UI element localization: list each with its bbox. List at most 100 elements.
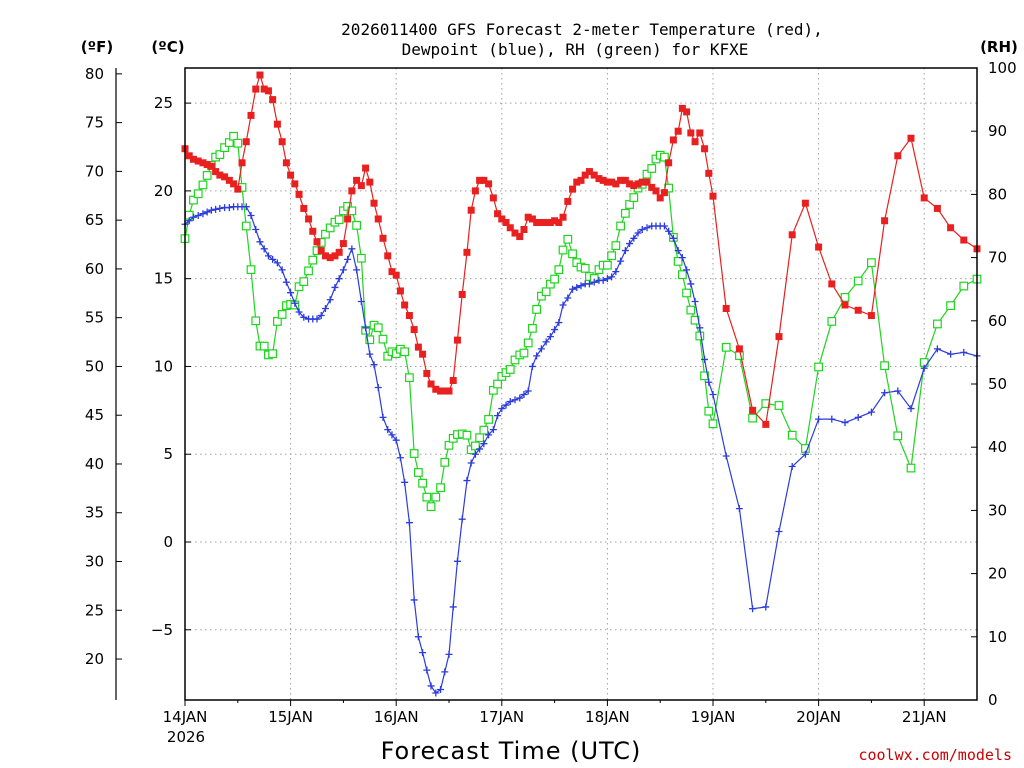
temperature-point	[648, 183, 656, 191]
temperature-point	[189, 155, 197, 163]
temperature-point	[216, 171, 224, 179]
temperature-point	[374, 215, 382, 223]
temperature-point	[665, 159, 673, 167]
temperature-point	[471, 187, 479, 195]
dewpoint-point	[348, 245, 356, 253]
temperature-point	[564, 197, 572, 205]
dewpoint-point	[353, 266, 361, 274]
dewpoint-point	[881, 389, 889, 397]
rh-point	[277, 310, 287, 319]
rh-point	[294, 282, 304, 292]
rh-point	[422, 492, 432, 502]
rh-point	[558, 245, 568, 255]
grid-lines	[185, 68, 977, 700]
dewpoint-point	[665, 227, 673, 235]
time-tick-label: 19JAN	[691, 708, 736, 726]
rh-point	[946, 301, 955, 311]
temperature-point	[551, 217, 559, 225]
dewpoint-point	[282, 278, 290, 286]
temperature-point	[498, 215, 506, 223]
rh-point	[440, 457, 450, 467]
temperature-point	[392, 271, 400, 279]
temperature-point	[603, 178, 611, 186]
celsius-tick-label: 5	[163, 445, 173, 463]
temperature-point	[309, 227, 317, 235]
rh-point	[761, 399, 771, 408]
temperature-point	[278, 138, 286, 146]
dewpoint-point	[335, 275, 343, 283]
dewpoint-point	[559, 301, 567, 309]
rh-point	[373, 323, 383, 333]
rh-point	[554, 265, 564, 275]
rh-tick-label: 90	[988, 122, 1007, 140]
rh-point	[259, 341, 269, 351]
time-tick-label: 20JAN	[796, 708, 841, 726]
dewpoint-point	[683, 266, 691, 274]
temperature-point	[238, 159, 246, 167]
dewpoint-point	[449, 603, 457, 611]
temperature-point	[247, 111, 255, 119]
temperature-point	[643, 178, 651, 186]
dewpoint-point	[638, 226, 646, 234]
fahrenheit-tick-label: 55	[85, 309, 104, 327]
dewpoint-point	[216, 204, 224, 212]
temperature-point	[585, 168, 593, 176]
temperature-point	[696, 129, 704, 137]
temperature-point	[828, 280, 836, 288]
rh-point	[814, 362, 823, 372]
rh-point	[251, 316, 261, 326]
temperature-point	[313, 238, 321, 246]
rh-point	[241, 221, 251, 231]
dewpoint-point	[643, 224, 651, 232]
dewpoint-point	[414, 633, 422, 641]
dewpoint-point	[494, 412, 502, 420]
temperature-point	[674, 127, 682, 135]
celsius-tick-label: 20	[154, 182, 173, 200]
series-dewpoint	[181, 203, 981, 697]
temperature-point	[528, 215, 536, 223]
temperature-point	[339, 240, 347, 248]
dewpoint-point	[674, 247, 682, 255]
temperature-point	[590, 171, 598, 179]
dewpoint-point	[357, 297, 365, 305]
rh-point	[431, 492, 441, 502]
rh-point	[426, 502, 436, 512]
celsius-tick-label: 15	[154, 270, 173, 288]
dewpoint-point	[480, 440, 488, 448]
rh-point	[413, 468, 423, 477]
rh-point	[642, 169, 652, 179]
temperature-point	[207, 162, 215, 170]
temperature-point	[260, 85, 268, 93]
rh-point	[198, 180, 208, 190]
dewpoint-point	[621, 247, 629, 255]
rh-point	[721, 342, 731, 352]
rh-tick-label: 50	[988, 375, 1007, 393]
fahrenheit-axis: 80 75 70 65 60 55 50 45 40 35 30 25 20	[85, 65, 122, 668]
rh-tick-label: 20	[988, 565, 1007, 583]
temperature-point	[256, 71, 264, 79]
temperature-point	[335, 248, 343, 256]
dewpoint-point	[189, 213, 197, 221]
dewpoint-point	[203, 208, 211, 216]
rh-tick-label: 70	[988, 249, 1007, 267]
temperature-point	[933, 204, 941, 212]
rh-point	[686, 305, 696, 315]
temperature-point	[749, 406, 757, 414]
dewpoint-point	[524, 387, 532, 395]
rh-point	[563, 234, 573, 244]
dewpoint-point	[287, 289, 295, 297]
dewpoint-point	[669, 234, 677, 242]
rh-point	[647, 164, 657, 173]
rh-point	[616, 221, 625, 231]
temperature-point	[194, 157, 202, 165]
rh-tick-label: 0	[988, 691, 998, 709]
dewpoint-point	[437, 685, 445, 693]
temperature-point	[841, 301, 849, 309]
rh-point	[308, 255, 318, 265]
temperature-point	[405, 312, 413, 320]
temperature-point	[366, 178, 374, 186]
dewpoint-point	[520, 391, 528, 399]
rh-point	[493, 379, 502, 389]
rh-point	[325, 223, 335, 233]
